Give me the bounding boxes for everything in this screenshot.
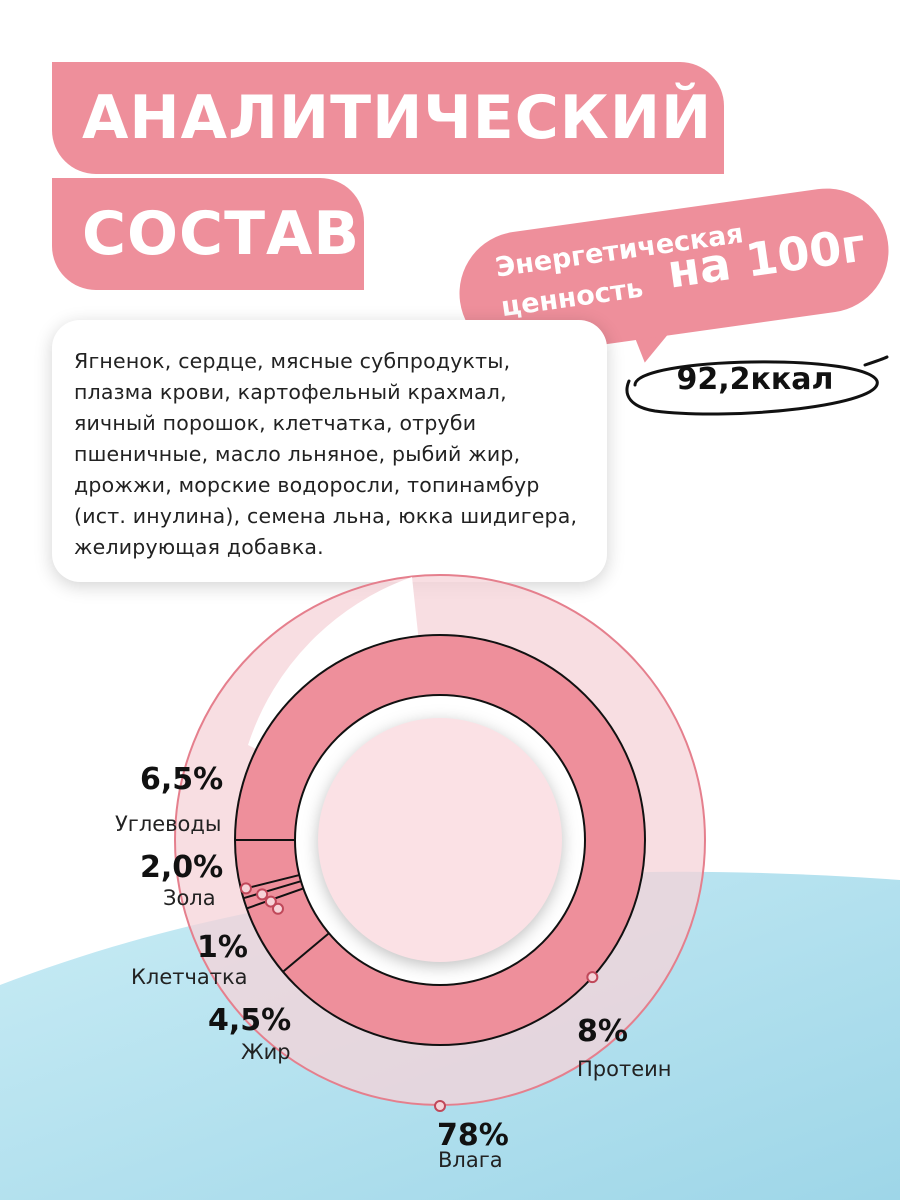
page-title-line-2: СОСТАВ	[52, 178, 364, 290]
segment-divider-1	[282, 932, 330, 973]
marker-dot-fat	[264, 895, 277, 908]
title-text-1: АНАЛИТИЧЕСКИЙ	[82, 83, 713, 153]
title-text-2: СОСТАВ	[82, 199, 361, 269]
marker-dot-protein	[586, 971, 599, 984]
marker-dot-fat-2	[271, 902, 284, 915]
label-carbs: Углеводы	[115, 812, 222, 836]
label-fat: Жир	[241, 1040, 291, 1064]
segment-divider-3	[243, 880, 302, 900]
pct-ash: 2,0%	[140, 850, 224, 885]
pct-protein: 8%	[577, 1014, 628, 1049]
pct-carbs: 6,5%	[140, 762, 224, 797]
ingredients-card: Ягненок, сердце, мясные субпродукты, пла…	[52, 320, 607, 582]
label-ash: Зола	[163, 886, 216, 910]
marker-dot-fiber	[256, 888, 269, 901]
energy-value: 92,2ккал	[676, 362, 834, 397]
marker-dot-moisture	[434, 1100, 446, 1112]
pct-fiber: 1%	[197, 930, 248, 965]
label-moisture: Влага	[438, 1148, 503, 1172]
label-protein: Протеин	[577, 1057, 672, 1081]
marker-dot-ash	[239, 882, 252, 895]
center-disk	[318, 718, 562, 962]
page-title-line-1: АНАЛИТИЧЕСКИЙ	[52, 62, 724, 174]
pct-moisture: 78%	[437, 1118, 509, 1153]
kcal-oval-outline	[625, 355, 889, 416]
ingredients-text: Ягненок, сердце, мясные субпродукты, пла…	[74, 349, 578, 559]
pct-fat: 4,5%	[208, 1003, 292, 1038]
label-fiber: Клетчатка	[131, 965, 248, 989]
